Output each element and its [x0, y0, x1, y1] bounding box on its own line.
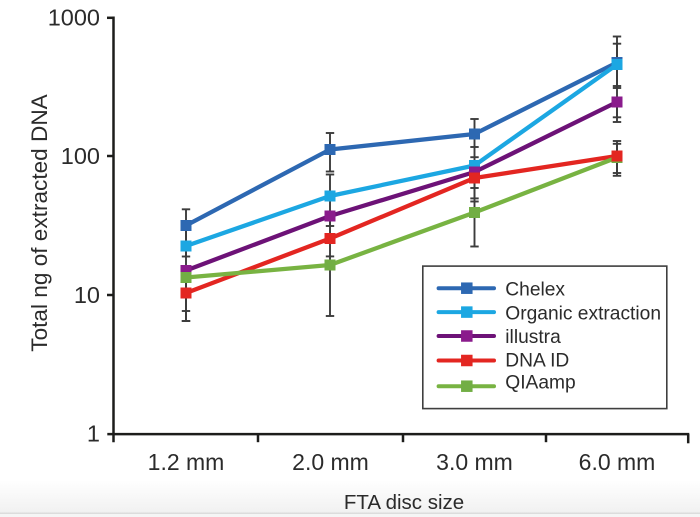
svg-text:1.2 mm: 1.2 mm — [148, 449, 225, 475]
svg-text:DNA ID: DNA ID — [505, 350, 569, 371]
svg-text:1: 1 — [87, 421, 100, 447]
svg-text:illustra: illustra — [505, 327, 561, 348]
svg-text:Chelex: Chelex — [505, 279, 565, 300]
svg-text:2.0 mm: 2.0 mm — [292, 449, 369, 475]
svg-text:100: 100 — [61, 143, 100, 169]
svg-text:3.0 mm: 3.0 mm — [436, 449, 513, 475]
svg-text:QIAamp: QIAamp — [505, 373, 575, 394]
svg-text:FTA disc size: FTA disc size — [344, 491, 464, 514]
svg-text:Total ng of extracted DNA: Total ng of extracted DNA — [27, 93, 52, 351]
svg-text:1000: 1000 — [48, 4, 100, 30]
svg-text:10: 10 — [74, 282, 100, 308]
svg-text:Organic extraction: Organic extraction — [505, 303, 661, 324]
svg-text:6.0 mm: 6.0 mm — [579, 449, 656, 475]
